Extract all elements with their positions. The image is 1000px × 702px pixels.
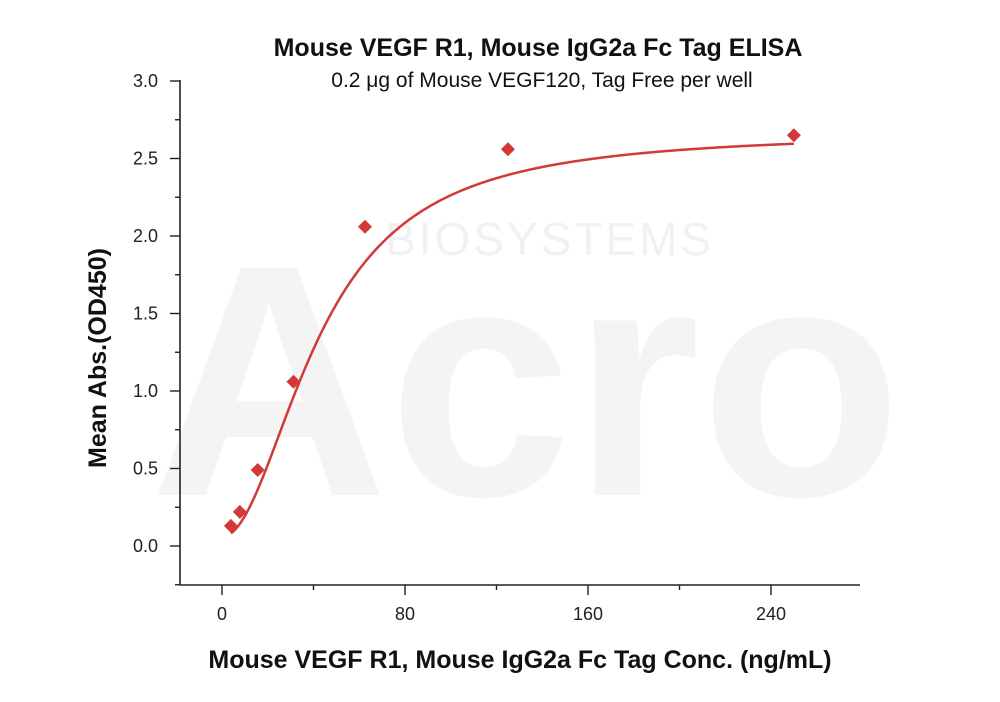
y-tick-label: 3.0 xyxy=(133,71,158,91)
y-tick-label: 0.0 xyxy=(133,536,158,556)
watermark-subtext: BIOSYSTEMS xyxy=(385,213,714,265)
data-point-marker xyxy=(223,518,238,533)
data-point-marker xyxy=(786,128,801,143)
x-tick-label: 80 xyxy=(395,604,415,624)
chart-subtitle: 0.2 μg of Mouse VEGF120, Tag Free per we… xyxy=(331,69,752,92)
y-ticks: 0.0 0.5 1.0 1.5 2.0 2.5 3.0 xyxy=(133,71,180,586)
y-tick-label: 1.5 xyxy=(133,304,158,324)
data-point-marker xyxy=(500,142,515,157)
watermark: Acro BIOSYSTEMS xyxy=(150,196,902,565)
x-tick-label: 160 xyxy=(573,604,603,624)
data-point-marker xyxy=(232,504,247,519)
data-point-marker xyxy=(286,374,301,389)
y-tick-label: 2.0 xyxy=(133,226,158,246)
fit-curve xyxy=(230,142,794,535)
y-tick-label: 2.5 xyxy=(133,149,158,169)
y-tick-label: 0.5 xyxy=(133,459,158,479)
y-tick-label: 1.0 xyxy=(133,381,158,401)
x-tick-label: 0 xyxy=(217,604,227,624)
data-point-marker xyxy=(250,463,265,478)
x-axis-label: Mouse VEGF R1, Mouse IgG2a Fc Tag Conc. … xyxy=(208,646,831,674)
axes xyxy=(179,80,860,586)
chart-title: Mouse VEGF R1, Mouse IgG2a Fc Tag ELISA xyxy=(274,34,803,62)
data-points xyxy=(223,128,801,533)
x-ticks: 0 80 160 240 xyxy=(217,585,786,624)
watermark-brand: Acro xyxy=(150,196,902,565)
y-axis-label: Mean Abs.(OD450) xyxy=(84,248,112,468)
data-point-marker xyxy=(357,219,372,234)
x-tick-label: 240 xyxy=(756,604,786,624)
